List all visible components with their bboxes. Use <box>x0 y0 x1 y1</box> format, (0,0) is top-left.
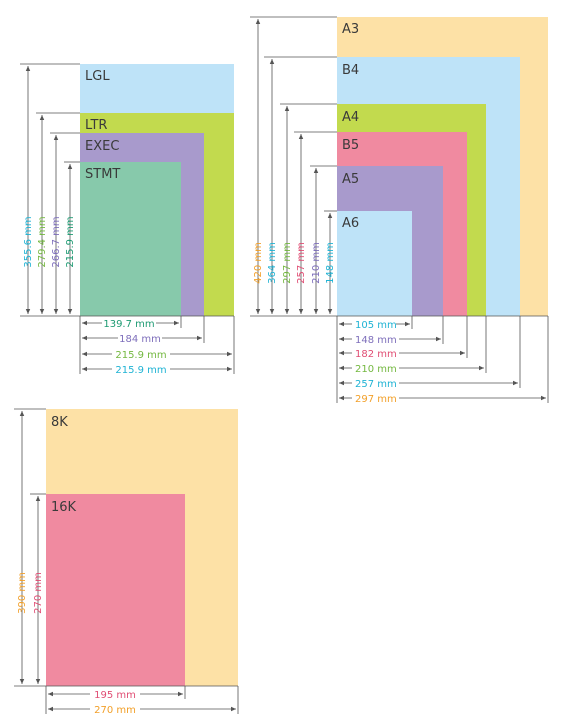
a3-height-label: 420 mm <box>253 242 264 284</box>
a4-width-label: 210 mm <box>355 364 397 375</box>
b4-width-label: 257 mm <box>355 379 397 390</box>
exec-label: EXEC <box>85 139 119 154</box>
us-extension-lines <box>20 63 235 374</box>
k-height-arrows <box>19 411 41 684</box>
k-width-arrows <box>48 691 236 712</box>
a6-height-label: 148 mm <box>325 242 336 284</box>
k-paper-group: 8K 16K 390 mm 270 mm 195 mm 270 mm <box>14 408 239 716</box>
16k-sheet <box>46 494 185 686</box>
a5-label: A5 <box>342 172 359 187</box>
8k-height-label: 390 mm <box>17 572 28 614</box>
b4-label: B4 <box>342 63 359 78</box>
b4-height-label: 364 mm <box>267 242 278 284</box>
exec-height-label: 266.7 mm <box>51 216 62 267</box>
16k-height-label: 270 mm <box>33 572 44 614</box>
iso-paper-group: A3 B4 A4 B5 A5 A6 <box>250 16 549 405</box>
b5-height-label: 257 mm <box>296 242 307 284</box>
a4-label: A4 <box>342 110 359 125</box>
8k-label: 8K <box>51 415 68 430</box>
stmt-height-label: 215.9 mm <box>65 216 76 267</box>
us-width-arrows <box>82 320 232 372</box>
16k-label: 16K <box>51 500 77 515</box>
a6-sheet <box>337 211 412 316</box>
a3-label: A3 <box>342 22 359 37</box>
a6-label: A6 <box>342 216 359 231</box>
a6-width-label: 105 mm <box>355 320 397 331</box>
lgl-width-label: 215.9 mm <box>115 365 166 376</box>
stmt-width-label: 139.7 mm <box>103 319 154 330</box>
lgl-height-label: 355.6 mm <box>23 216 34 267</box>
ltr-width-label: 215.9 mm <box>115 350 166 361</box>
b5-label: B5 <box>342 138 359 153</box>
b5-width-label: 182 mm <box>355 349 397 360</box>
ltr-label: LTR <box>85 118 107 133</box>
k-extension-lines <box>14 408 239 714</box>
lgl-label: LGL <box>85 69 110 84</box>
iso-height-arrows <box>255 19 333 314</box>
a5-height-label: 210 mm <box>311 242 322 284</box>
a3-width-label: 297 mm <box>355 394 397 405</box>
8k-width-label: 270 mm <box>94 705 136 716</box>
stmt-label: STMT <box>85 167 120 182</box>
stmt-sheet <box>80 162 181 316</box>
a4-height-label: 297 mm <box>282 242 293 284</box>
a5-width-label: 148 mm <box>355 335 397 346</box>
16k-width-label: 195 mm <box>94 690 136 701</box>
us-height-arrows <box>25 66 73 314</box>
exec-width-label: 184 mm <box>119 334 161 345</box>
ltr-height-label: 279.4 mm <box>37 216 48 267</box>
us-paper-group: LGL LTR EXEC STMT 355.6 mm 279.4 mm 266.… <box>20 63 235 376</box>
iso-width-arrows <box>339 321 546 401</box>
iso-extension-lines <box>250 16 549 403</box>
